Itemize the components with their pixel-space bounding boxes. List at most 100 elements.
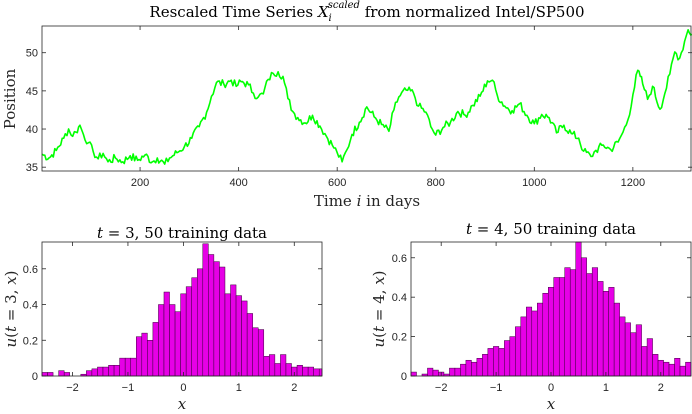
- histogram-t4-frame: [410, 241, 692, 377]
- histogram-t3-bar: [91, 368, 98, 377]
- histogram-t3-bar: [136, 336, 143, 377]
- histogram-t3-bar: [47, 372, 54, 377]
- histogram-t4-bar: [531, 310, 538, 377]
- histogram-t3-bar: [274, 363, 281, 377]
- histogram-t3-bar: [257, 329, 265, 377]
- histogram-t4-bar: [602, 291, 609, 377]
- histogram-t3-bar: [280, 354, 287, 377]
- histogram-t4-bar: [487, 348, 494, 377]
- histogram-t4-bar: [454, 367, 461, 377]
- histogram-t3-bar: [219, 266, 226, 377]
- histogram-t4-xtick-label: 1: [603, 382, 609, 394]
- timeseries-xtick-label: 400: [229, 177, 247, 189]
- histogram-t4-xtick-label: 0: [548, 382, 554, 394]
- histogram-t4-bar: [542, 292, 549, 377]
- histogram-t3-chart: t = 3, 50 training data −2 −1 0 1 2 0 0.2 0.4 0.…: [2, 224, 323, 413]
- histogram-t3-bar: [307, 366, 314, 377]
- histogram-t4-bar: [624, 322, 631, 377]
- timeseries-plot-area: 200 400 600 800 1000 1200 35 40 45 50: [26, 25, 692, 189]
- histogram-t3-bar: [119, 357, 126, 377]
- timeseries-ylabel: Position: [1, 68, 19, 129]
- histogram-t3-bar: [108, 365, 115, 377]
- histogram-t3-ytick-label: 0.6: [23, 264, 38, 276]
- histogram-t4-bar: [410, 371, 417, 377]
- histogram-t3-bar: [241, 300, 248, 377]
- histogram-t4-bar: [591, 267, 598, 377]
- histogram-t3-bar: [285, 363, 292, 377]
- histogram-t3-plot-area: −2 −1 0 1 2 0 0.2 0.4 0.6: [23, 241, 323, 394]
- histogram-t4-xtick-label: −1: [490, 382, 503, 394]
- histogram-t3-ytick-label: 0.2: [23, 335, 38, 347]
- histogram-t3-bar: [235, 295, 242, 377]
- timeseries-xlabel: Time i in days: [314, 192, 420, 210]
- histogram-t3-title: t = 3, 50 training data: [97, 224, 267, 242]
- histogram-t4-ytick-label: 0: [401, 371, 407, 383]
- histogram-t3-xlabel: x: [178, 395, 187, 413]
- histogram-t4-bar: [597, 281, 604, 377]
- histogram-t4-ytick-label: 0.6: [392, 253, 407, 265]
- timeseries-line: [41, 28, 692, 165]
- histogram-t3-bar: [63, 372, 70, 377]
- histogram-t4-bar: [537, 302, 544, 377]
- histogram-t4-ytick-label: 0.2: [392, 332, 407, 344]
- histogram-t3-bar: [158, 304, 165, 377]
- histogram-t4-bar: [619, 316, 626, 377]
- histogram-t4-bar: [663, 361, 670, 377]
- histogram-t3-bar: [213, 261, 220, 377]
- histogram-t4-bar: [558, 277, 565, 377]
- histogram-t4-xtick-label: −2: [435, 382, 448, 394]
- histogram-t4-bar: [427, 367, 434, 377]
- timeseries-xtick-label: 800: [427, 177, 445, 189]
- histogram-t4-bar: [504, 340, 511, 377]
- histogram-t4-bar: [498, 348, 505, 377]
- histogram-t4-bar: [449, 367, 456, 377]
- histogram-t3-xtick-label: −2: [66, 382, 79, 394]
- histogram-t4-title: t = 4, 50 training data: [466, 220, 636, 238]
- histogram-t4-bar: [493, 346, 500, 377]
- histogram-t3-bar: [318, 368, 323, 377]
- histogram-t3-bar: [263, 356, 270, 377]
- timeseries-frame: [41, 25, 692, 172]
- histogram-t3-bar: [58, 370, 65, 377]
- histogram-t3-bar: [163, 291, 170, 377]
- histogram-t4-bar: [630, 332, 637, 377]
- histogram-t4-bar: [613, 302, 620, 377]
- histogram-t4-bar: [548, 287, 554, 377]
- histogram-t4-bar: [575, 241, 582, 377]
- histogram-t4-bar: [526, 306, 533, 377]
- timeseries-xtick-label: 200: [131, 177, 149, 189]
- timeseries-ytick-label: 50: [26, 48, 38, 60]
- histogram-t3-bar: [141, 332, 148, 377]
- histogram-t3-bar: [180, 293, 187, 377]
- histogram-t4-bar: [465, 359, 472, 377]
- histogram-t3-xtick-label: 1: [236, 382, 242, 394]
- histogram-t3-xtick-label: 2: [291, 382, 297, 394]
- histogram-t3-bar: [191, 277, 198, 377]
- histogram-t4-bar: [608, 287, 615, 377]
- histogram-t3-bar: [147, 340, 154, 377]
- histogram-t4-bar: [635, 324, 642, 377]
- histogram-t4-ytick-label: 0.4: [392, 292, 407, 304]
- histogram-t3-ytick-label: 0: [32, 371, 38, 383]
- histogram-t3-bar: [86, 370, 93, 377]
- histogram-t3-frame: [41, 241, 323, 377]
- histogram-t3-bar: [169, 304, 176, 377]
- histogram-t4-bar: [641, 346, 648, 377]
- histogram-t4-bar: [564, 267, 571, 377]
- histogram-t4-bar: [674, 358, 681, 377]
- histogram-t3-bar: [102, 366, 109, 377]
- histogram-t3-xtick-label: −1: [122, 382, 135, 394]
- timeseries-title: Rescaled Time Series Xiscaled from norma…: [149, 0, 584, 24]
- histogram-t3-bar: [313, 368, 320, 377]
- histogram-t3-bar: [174, 311, 181, 377]
- histogram-t4-bar: [515, 326, 522, 377]
- histogram-t3-bar: [152, 322, 159, 377]
- histogram-t4-xlabel: x: [547, 395, 556, 413]
- histogram-t3-bar: [296, 365, 303, 377]
- histogram-t4-bar: [580, 257, 587, 377]
- timeseries-ytick-label: 40: [26, 124, 38, 136]
- histogram-t4-xtick-label: 2: [658, 382, 664, 394]
- timeseries-xtick-label: 1200: [621, 177, 645, 189]
- histogram-t3-ylabel: u(t = 3, x): [2, 270, 20, 347]
